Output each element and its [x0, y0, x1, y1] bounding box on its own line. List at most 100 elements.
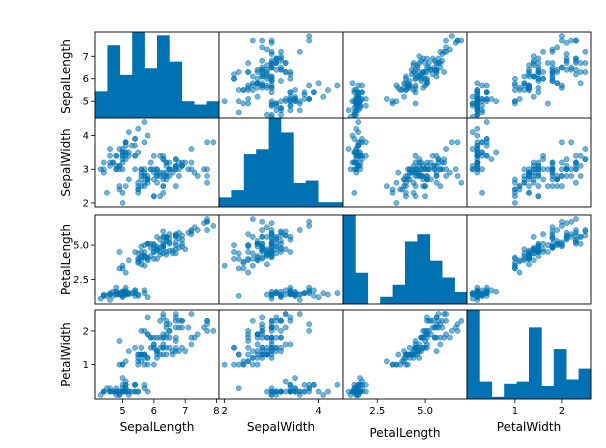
- scatter-point: [516, 87, 523, 93]
- scatter-point: [454, 321, 461, 328]
- scatter-point: [474, 107, 481, 114]
- scatter-point: [254, 341, 261, 348]
- scatter-point: [221, 98, 228, 105]
- scatter-point: [259, 69, 266, 75]
- scatter-point: [287, 290, 294, 296]
- scatter-point: [554, 227, 561, 233]
- scatter-point: [287, 89, 294, 96]
- scatter-point: [176, 173, 182, 179]
- scatter-point: [540, 152, 546, 159]
- scatter-point: [259, 227, 266, 233]
- scatter-point: [273, 290, 280, 296]
- scatter-point: [125, 129, 132, 136]
- histogram-bar: [281, 132, 294, 207]
- scatter-point: [454, 328, 461, 334]
- scatter-point: [563, 55, 570, 62]
- scatter-point: [516, 269, 523, 276]
- scatter-point: [549, 183, 556, 189]
- scatter-point: [301, 381, 308, 388]
- scatter-point: [249, 262, 256, 269]
- scatter-point: [259, 351, 266, 358]
- scatter-point: [416, 60, 423, 66]
- scatter-point: [287, 317, 294, 324]
- scatter-point: [443, 44, 449, 51]
- scatter-point: [306, 321, 313, 328]
- scatter-point: [563, 236, 570, 243]
- x-tick-label: 2: [559, 406, 565, 417]
- panel-frame: [466, 309, 592, 400]
- scatter-point: [231, 249, 237, 255]
- histogram-bar: [343, 215, 356, 304]
- scatter-point: [353, 388, 360, 395]
- scatter-point: [264, 344, 270, 351]
- scatter-point: [530, 257, 537, 264]
- scatter-point: [512, 200, 518, 206]
- scatter-point: [141, 139, 148, 146]
- scatter-point: [483, 82, 490, 89]
- scatter-point: [443, 37, 449, 44]
- scatter-point: [357, 149, 363, 156]
- scatter-point: [268, 348, 275, 354]
- scatter-point: [573, 60, 579, 66]
- scatter-point: [433, 321, 440, 328]
- scatter-point: [147, 334, 154, 341]
- scatter-point: [325, 388, 331, 395]
- x-axis-label-petallength: PetalLength: [370, 426, 441, 440]
- scatter-point: [138, 328, 145, 334]
- scatter-point: [549, 240, 556, 247]
- histogram-bar: [417, 234, 431, 304]
- scatter-point: [160, 189, 167, 196]
- scatter-point: [282, 246, 289, 253]
- scatter-point: [254, 93, 261, 100]
- scatter-point: [311, 287, 317, 294]
- histogram-bar: [566, 379, 579, 399]
- x-tick-label: 8: [213, 406, 219, 417]
- scatter-point: [129, 388, 135, 395]
- y-tick-label: 5: [83, 97, 89, 108]
- scatter-point: [516, 183, 523, 189]
- y-tick-label: 4: [83, 131, 89, 142]
- scatter-point: [100, 292, 107, 299]
- scatter-point: [516, 258, 523, 265]
- histogram-bar: [578, 368, 592, 399]
- scatter-point: [172, 344, 179, 351]
- scatter-point: [521, 73, 528, 80]
- scatter-point: [479, 291, 485, 298]
- scatter-point: [268, 111, 275, 118]
- scatter-point: [254, 240, 261, 247]
- panel-petalwidth-vs-petallength: [342, 309, 468, 400]
- scatter-point: [526, 189, 532, 196]
- scatter-point: [429, 324, 436, 331]
- scatter-point: [474, 166, 481, 173]
- scatter-point: [362, 381, 369, 388]
- scatter-point: [273, 344, 280, 351]
- scatter-point: [563, 163, 570, 169]
- scatter-point: [204, 179, 210, 186]
- scatter-point: [107, 146, 113, 152]
- scatter-point: [264, 82, 270, 89]
- scatter-point: [535, 75, 542, 82]
- scatter-point: [493, 288, 499, 295]
- scatter-point: [424, 78, 430, 84]
- scatter-point: [431, 334, 438, 341]
- histogram-bar: [442, 277, 455, 304]
- scatter-point: [512, 179, 518, 186]
- scatter-point: [160, 228, 167, 235]
- scatter-point: [549, 166, 556, 173]
- scatter-point: [100, 388, 107, 395]
- y-tick-label: 2.5: [73, 275, 89, 286]
- scatter-point: [526, 173, 532, 179]
- scatter-point: [405, 351, 411, 358]
- scatter-point: [249, 73, 256, 80]
- scatter-point: [122, 381, 129, 388]
- scatter-point: [264, 291, 270, 298]
- scatter-point: [135, 292, 142, 299]
- scatter-point: [549, 235, 556, 242]
- panel-petallength-vs-petalwidth: [466, 214, 592, 305]
- scatter-point: [306, 288, 313, 295]
- scatter-point: [408, 71, 415, 78]
- scatter-point: [439, 317, 446, 324]
- scatter-point: [306, 223, 313, 229]
- y-axis-label-sepalwidth: SepalWidth: [59, 128, 73, 196]
